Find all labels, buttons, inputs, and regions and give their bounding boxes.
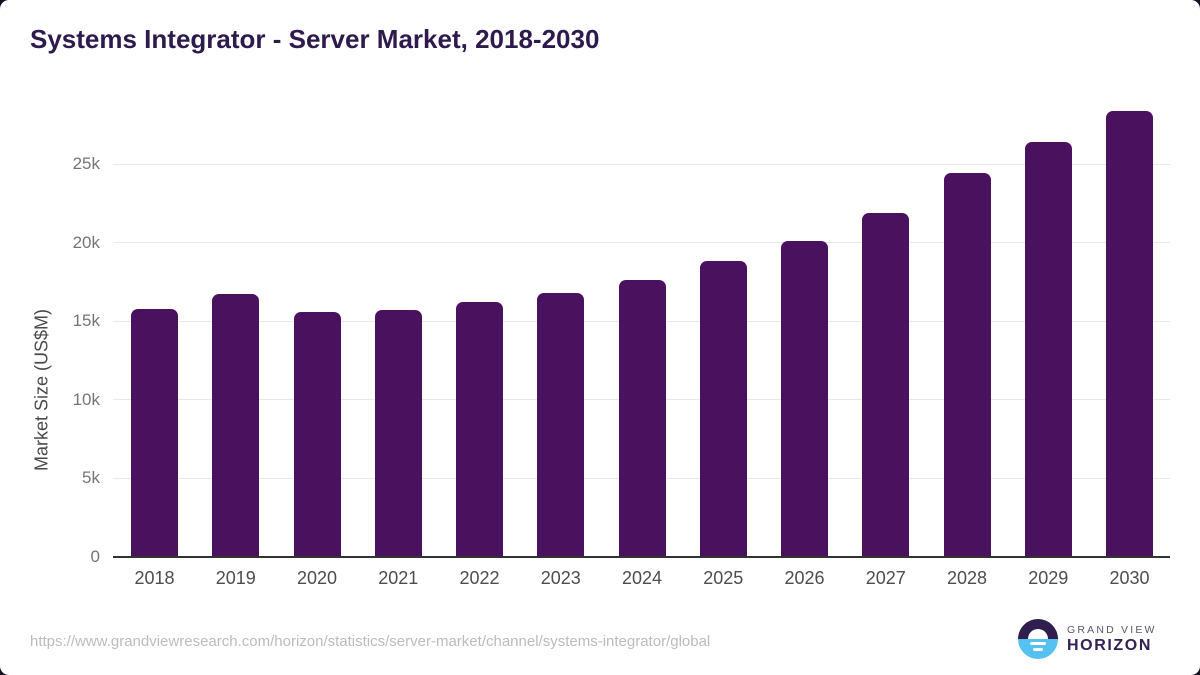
x-axis-line — [113, 555, 1170, 558]
logo-grand-view-label: GRAND VIEW — [1067, 623, 1157, 636]
x-tick-label: 2025 — [703, 568, 744, 588]
reflection-line-1 — [1030, 641, 1046, 645]
logo-text: GRAND VIEW HORIZON — [1067, 624, 1157, 655]
bar-2024[interactable] — [618, 280, 666, 557]
x-tick-label: 2029 — [1028, 568, 1069, 588]
logo-horizon-label: HORIZON — [1067, 636, 1152, 654]
bar-2025[interactable] — [699, 261, 747, 557]
x-tick-label: 2018 — [134, 568, 175, 588]
y-tick-label: 20k — [72, 232, 100, 252]
y-tick-label: 25k — [72, 154, 100, 173]
bar-2023[interactable] — [537, 292, 585, 557]
horizon-sunset-icon — [1018, 619, 1058, 659]
bar-2020[interactable] — [293, 311, 341, 557]
y-tick-label: 10k — [72, 389, 100, 409]
bar-2019[interactable] — [212, 294, 260, 557]
x-tick-label: 2030 — [1109, 568, 1150, 588]
bar-2026[interactable] — [781, 241, 828, 557]
bar-2028[interactable] — [943, 173, 991, 557]
y-tick-label: 15k — [72, 311, 100, 331]
bar-2022[interactable] — [456, 302, 503, 557]
x-tick-label: 2019 — [215, 568, 256, 588]
x-tick-label: 2024 — [621, 568, 663, 588]
x-tick-label: 2026 — [784, 568, 825, 588]
bar-2018[interactable] — [131, 308, 178, 557]
bar-2027[interactable] — [862, 212, 910, 557]
brand-logo: GRAND VIEW HORIZON — [1018, 619, 1157, 659]
reflection-line-2 — [1033, 647, 1043, 651]
y-tick-label: 0 — [90, 547, 100, 566]
x-tick-label: 2027 — [865, 568, 906, 588]
gridline-20k — [113, 242, 1170, 244]
bar-2029[interactable] — [1024, 141, 1072, 557]
x-tick-label: 2022 — [459, 568, 500, 588]
gridline-25k — [113, 163, 1170, 165]
sun-glyph — [1028, 629, 1048, 639]
source-url: https://www.grandviewresearch.com/horizo… — [30, 633, 711, 650]
bar-2030[interactable] — [1106, 110, 1153, 557]
x-tick-label: 2028 — [946, 568, 988, 588]
x-tick-label: 2023 — [540, 568, 581, 588]
chart-title: Systems Integrator - Server Market, 2018… — [30, 24, 600, 54]
x-tick-label: 2021 — [378, 568, 419, 588]
bar-2021[interactable] — [374, 310, 422, 557]
y-tick-label: 5k — [82, 468, 100, 488]
x-tick-label: 2020 — [296, 568, 338, 588]
